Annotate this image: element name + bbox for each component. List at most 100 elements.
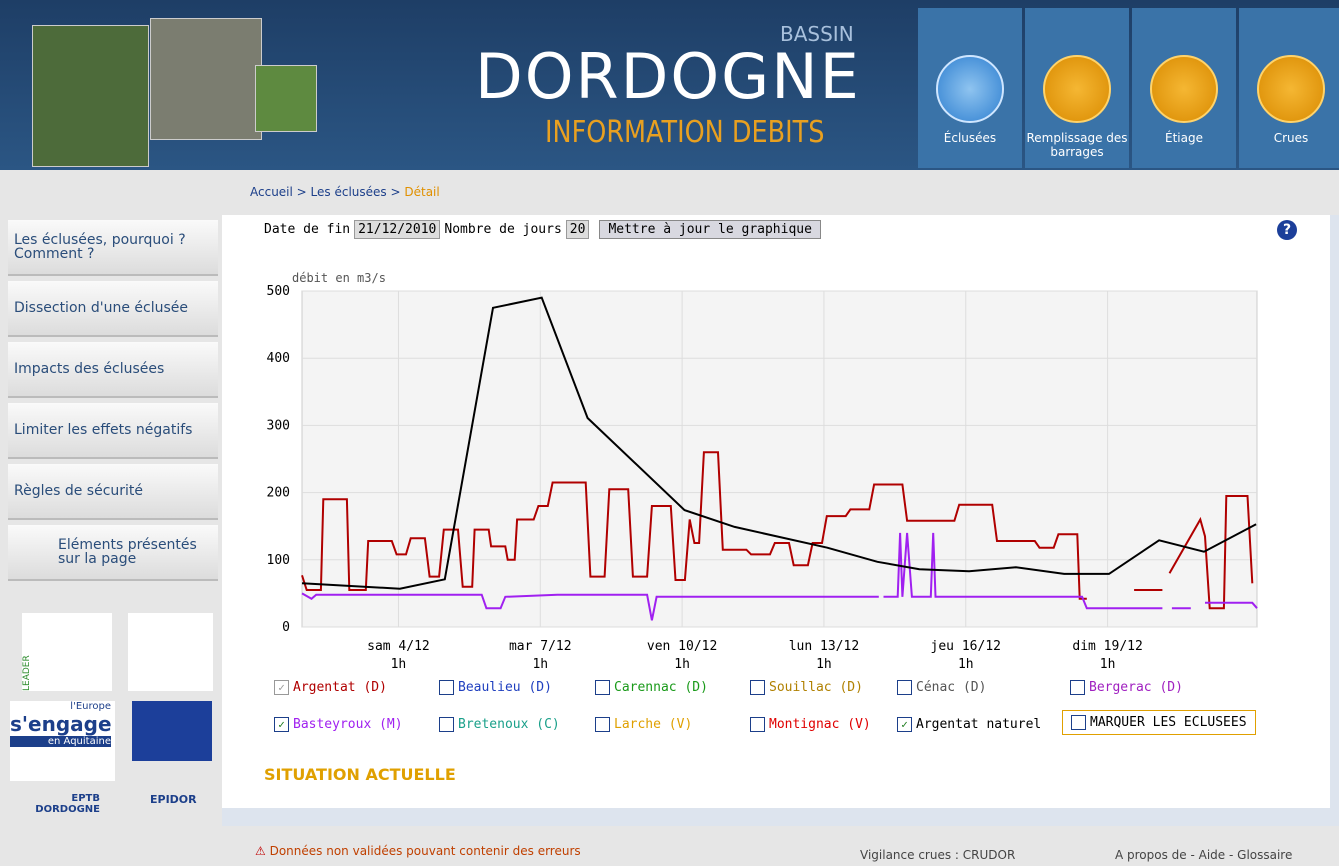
checkbox[interactable]: ✓ — [897, 717, 912, 732]
nav-label: Remplissage des barrages — [1026, 131, 1128, 159]
nav-label: Éclusées — [943, 131, 997, 145]
vigilance[interactable]: Vigilance crues : CRUDOR — [860, 848, 1016, 862]
days-input[interactable]: 20 — [565, 220, 590, 239]
chart: débit en m3/s 0 100 200 300 400 500 sam 4/12 1h m… — [267, 271, 1258, 672]
y-tick-label: 500 — [267, 284, 290, 299]
x-tick-label: sam 4/12 1h — [367, 639, 430, 672]
x-tick-label: mar 7/12 1h — [509, 639, 572, 672]
checkbox[interactable]: ✓ — [274, 717, 289, 732]
toggle-label: Montignac (V) — [769, 717, 871, 732]
date-input[interactable]: 21/12/2010 — [354, 220, 441, 239]
y-tick-label: 200 — [267, 486, 290, 501]
update-button[interactable]: Mettre à jour le graphique — [599, 220, 821, 239]
toggle-label: MARQUER LES ECLUSEES — [1090, 715, 1247, 730]
help-icon[interactable]: ? — [1277, 220, 1297, 240]
nav-icon — [1043, 55, 1111, 123]
y-axis-label: débit en m3/s — [292, 271, 386, 285]
checkbox[interactable] — [1070, 680, 1085, 695]
toggle-label: Bergerac (D) — [1089, 680, 1183, 695]
logo-title: DORDOGNE — [475, 40, 861, 113]
nav-button[interactable]: Remplissage des barrages — [1025, 8, 1129, 168]
checkbox[interactable] — [439, 717, 454, 732]
europe-logo: l'Europe s'engage en Aquitaine — [10, 701, 115, 781]
y-tick-label: 400 — [267, 351, 290, 366]
x-tick-label: lun 13/12 1h — [789, 639, 859, 672]
series-toggle[interactable]: ✓ Argentat (D) — [274, 680, 387, 695]
nav-label: Étiage — [1165, 131, 1203, 145]
label: Date de fin — [264, 222, 351, 237]
series-toggle[interactable]: Bretenoux (C) — [439, 717, 560, 732]
epidor: EPIDOR — [150, 793, 197, 806]
nav-label: Crues — [1273, 131, 1309, 145]
series-toggle[interactable]: Bergerac (D) — [1070, 680, 1183, 695]
leader-logo: LEADER — [22, 613, 112, 691]
checkbox[interactable] — [897, 680, 912, 695]
y-tick-label: 100 — [267, 553, 290, 568]
breadcrumb-bar: Accueil > Les éclusées > Détail — [0, 170, 1339, 215]
series-toggle[interactable]: Souillac (D) — [750, 680, 863, 695]
header: BASSIN DORDOGNE INFORMATION DEBITS Éclus… — [0, 0, 1339, 170]
section-title: SITUATION ACTUELLE — [264, 765, 456, 784]
x-tick-label: jeu 16/12 1h — [931, 639, 1001, 672]
links[interactable]: A propos de - Aide - Glossaire — [1115, 848, 1293, 862]
checkbox[interactable] — [750, 717, 765, 732]
series-toggle[interactable]: Larche (V) — [595, 717, 692, 732]
series-line — [301, 532, 1258, 621]
logo-subtitle: INFORMATION DEBITS — [545, 115, 825, 150]
toggle-label: Bretenoux (C) — [458, 717, 560, 732]
series-toggle[interactable]: ✓ Basteyroux (M) — [274, 717, 403, 732]
crumb[interactable]: Les éclusées — [310, 185, 387, 199]
series-line — [301, 451, 1254, 610]
checkbox[interactable] — [439, 680, 454, 695]
sidebar: Les éclusées, pourquoi ? Comment ? Dissec… — [0, 215, 222, 826]
logo — [128, 613, 213, 691]
bassin: BASSIN — [780, 22, 854, 46]
y-tick-label: 300 — [267, 418, 290, 433]
text: l'Europe — [70, 701, 111, 712]
content: Date de fin 21/12/2010 Nombre de jours 2… — [222, 215, 1330, 808]
checkbox[interactable] — [1071, 715, 1086, 730]
nav-button[interactable]: Crues — [1239, 8, 1339, 168]
h-scrollbar[interactable] — [222, 808, 1330, 826]
series-toggle[interactable]: Beaulieu (D) — [439, 680, 552, 695]
menu-item[interactable]: Impacts des éclusées — [8, 342, 218, 398]
label: Nombre de jours — [444, 222, 562, 237]
form: Date de fin 21/12/2010 Nombre de jours 2… — [264, 220, 821, 239]
photo — [255, 65, 317, 132]
checkbox[interactable]: ✓ — [274, 680, 289, 695]
toggle-label: Argentat naturel — [916, 717, 1042, 732]
separator: > — [386, 185, 405, 199]
menu-item[interactable]: Les éclusées, pourquoi ? Comment ? — [8, 220, 218, 276]
checkbox[interactable] — [595, 680, 610, 695]
x-tick-label: ven 10/12 1h — [647, 639, 717, 672]
checkbox[interactable] — [750, 680, 765, 695]
nav-icon — [1257, 55, 1325, 123]
toggle-label: Larche (V) — [614, 717, 693, 732]
series-toggle[interactable]: Montignac (V) — [750, 717, 871, 732]
warning: ⚠ Données non validées pouvant contenir … — [255, 844, 581, 858]
nav-icon — [936, 55, 1004, 123]
checkbox[interactable] — [595, 717, 610, 732]
toggle-label: Basteyroux (M) — [293, 717, 403, 732]
nav-button[interactable]: Éclusées — [918, 8, 1022, 168]
x-tick-label: dim 19/12 1h — [1072, 639, 1142, 672]
menu-item[interactable]: Dissection d'une éclusée — [8, 281, 218, 337]
v-scrollbar[interactable] — [1330, 215, 1339, 826]
crumb[interactable]: Accueil — [250, 185, 293, 199]
eptb: EPTB DORDOGNE — [35, 793, 100, 815]
breadcrumb: Accueil > Les éclusées > Détail — [250, 185, 440, 199]
series-toggle[interactable]: ✓ Argentat naturel — [897, 717, 1041, 732]
menu-item[interactable]: Limiter les effets négatifs — [8, 403, 218, 459]
text: en Aquitaine — [10, 736, 111, 747]
series-toggle[interactable]: Cénac (D) — [897, 680, 986, 695]
series-toggle[interactable]: MARQUER LES ECLUSEES — [1062, 710, 1256, 735]
series-toggle[interactable]: Carennac (D) — [595, 680, 708, 695]
toggle-label: Cénac (D) — [916, 680, 987, 695]
photo — [32, 25, 149, 167]
toggle-label: Carennac (D) — [614, 680, 708, 695]
separator: > — [292, 185, 311, 199]
menu-item[interactable]: Règles de sécurité — [8, 464, 218, 520]
nav-button[interactable]: Étiage — [1132, 8, 1236, 168]
menu-item[interactable]: Eléments présentés sur la page — [8, 525, 218, 581]
